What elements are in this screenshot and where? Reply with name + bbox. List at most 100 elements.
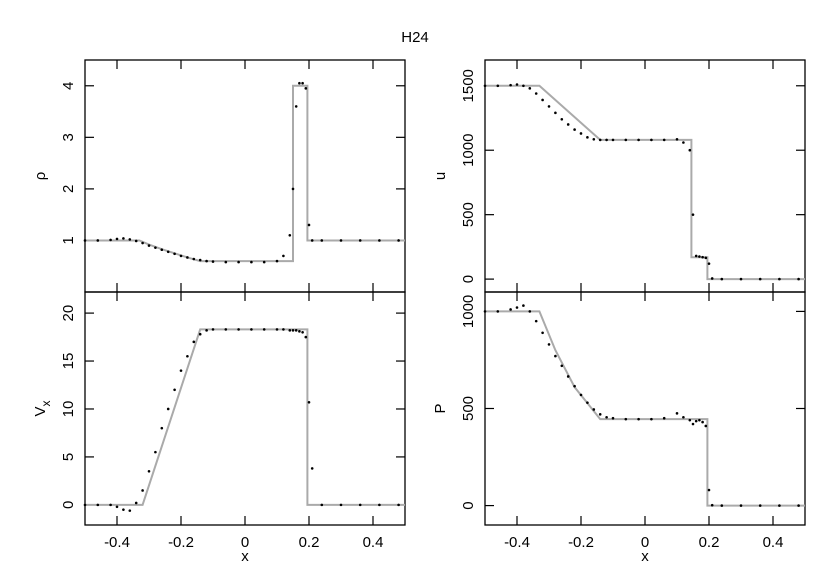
y-tick-label: 500 [460,202,477,227]
data-dot [534,92,538,95]
data-dot [147,470,151,473]
x-tick-label: 0 [241,534,249,551]
data-dot [310,239,314,242]
data-dot [598,413,602,416]
data-dot [160,426,164,430]
data-dot [682,415,685,419]
y-tick-label: 1500 [460,69,477,102]
y-tick-label: 0 [460,501,477,509]
data-dot [109,238,112,242]
data-dot [298,81,301,85]
data-dot [224,260,228,264]
data-dot [528,87,532,90]
data-dot [624,417,628,421]
data-dot [573,128,576,131]
data-dot [650,417,653,421]
data-dot [224,328,228,331]
chart-title: H24 [401,29,429,46]
data-dot [83,503,87,507]
data-dot [122,237,125,240]
data-dot [192,340,196,344]
y-tick-label: 3 [60,133,77,141]
data-dot [534,319,538,323]
data-dot [378,503,381,507]
x-tick-label: -0.2 [568,534,594,551]
data-dot [301,330,304,334]
exact-line [485,310,805,507]
data-dot [611,416,615,420]
data-dot [304,335,308,339]
data-dot [483,310,487,313]
data-dot [250,328,253,331]
data-dot [797,277,800,281]
data-dot [310,467,314,470]
data-dot [592,137,596,141]
data-dot [173,252,176,256]
exact-line [85,84,405,263]
data-dot [704,256,708,260]
data-dot [605,415,608,419]
data-dot [307,223,311,227]
data-dot [186,256,189,259]
data-dot [701,255,704,259]
y-axis-label-main: u [432,172,449,180]
data-dot [605,138,608,142]
x-tick-label: -0.4 [104,534,130,551]
data-dot [586,401,589,404]
data-dot [288,329,292,332]
data-dot [298,330,301,333]
data-dot [698,418,701,422]
data-dot [115,237,119,241]
y-tick-label: 2 [60,185,77,193]
data-dot [320,503,324,507]
data-dot [586,136,589,139]
data-dot [141,489,144,492]
data-dot [83,239,87,242]
data-dot [96,239,100,242]
x-tick-label: -0.4 [504,534,530,551]
data-dot [304,87,308,90]
data-dot [560,117,564,121]
data-dot [541,98,544,102]
data-dot [166,250,170,254]
data-dot [739,504,743,507]
data-dot [262,260,266,264]
data-dot [694,254,698,258]
data-dot [134,239,138,243]
y-axis-label: ρ [32,172,49,181]
data-dot [611,138,615,142]
data-dot [758,277,762,281]
data-dot [294,105,298,108]
y-tick-label: 0 [460,275,477,283]
data-dot [675,137,679,141]
y-tick-label: 0 [60,501,77,509]
y-tick-label: 15 [60,353,77,370]
data-dot [291,329,295,332]
y-axis-label-main: V [32,406,49,416]
data-dot [496,310,500,313]
y-axis-label: P [432,403,449,413]
data-dot [650,138,653,142]
data-dot [698,255,701,258]
data-dot [154,450,157,454]
data-dot [682,141,685,144]
data-dot [358,239,362,242]
data-dot [128,509,132,512]
x-axis-label: x [241,548,249,565]
data-dot [134,501,138,505]
data-dot [483,84,487,88]
data-dot [637,138,640,142]
data-dot [211,328,215,331]
data-dot [662,416,666,420]
data-dot [579,393,583,397]
x-tick-label: 0.4 [763,534,784,551]
data-dot [192,257,196,261]
data-dot [522,304,525,307]
data-dot [115,505,119,509]
y-axis-label: Vx [32,400,53,416]
x-tick-label: 0.4 [363,534,384,551]
data-dot [128,238,132,241]
data-dot [96,503,100,507]
data-dot [522,84,525,88]
panel-frame [484,59,806,293]
